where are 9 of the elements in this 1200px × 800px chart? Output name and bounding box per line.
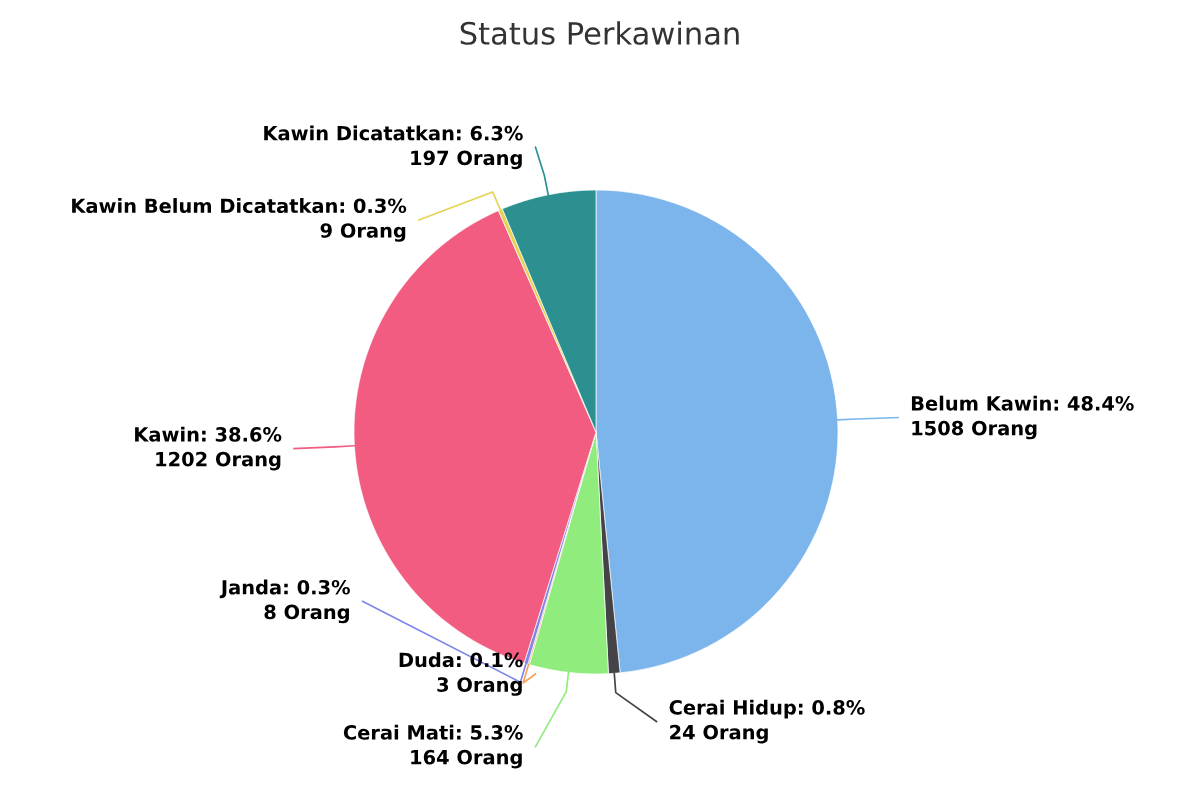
- slice-label: Kawin: 38.6% 1202 Orang: [135, 426, 282, 471]
- slice-label: Janda: 0.3% 8 Orang: [219, 579, 350, 624]
- slice-label: Duda: 0.1% 3 Orang: [399, 652, 523, 696]
- slice-label: Kawin Belum Dicatatkan: 0.3% 9 Orang: [72, 198, 407, 242]
- slice-label: Belum Kawin: 48.4% 1508 Orang: [911, 395, 1134, 440]
- slice-label: Kawin Dicatatkan: 6.3% 197 Orang: [264, 125, 523, 170]
- slice-label: Cerai Hidup: 0.8% 24 Orang: [669, 699, 865, 744]
- slice-label: Cerai Mati: 5.3% 164 Orang: [343, 724, 523, 769]
- chart-title: Status Perkawinan: [460, 21, 739, 45]
